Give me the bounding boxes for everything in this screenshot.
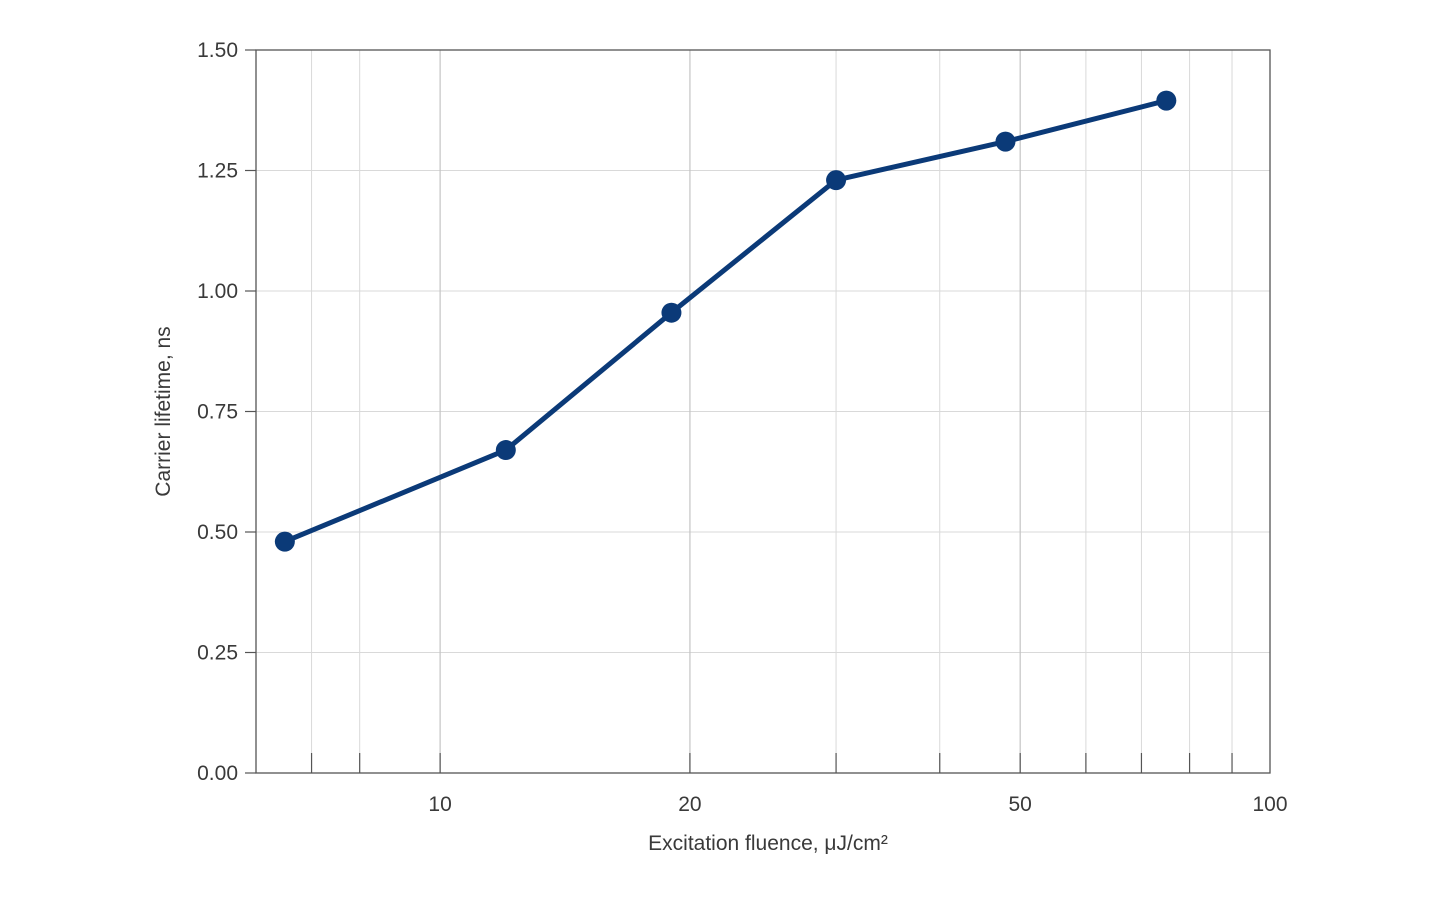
data-point <box>661 302 682 323</box>
x-tick-label: 50 <box>1008 793 1031 816</box>
y-tick-label: 0.50 <box>197 521 238 544</box>
y-tick-label: 1.25 <box>197 160 238 183</box>
x-axis-title: Excitation fluence, μJ/cm² <box>648 832 888 855</box>
y-axis-title: Carrier lifetime, ns <box>152 326 175 496</box>
series-line <box>282 98 1169 545</box>
data-point <box>995 131 1016 152</box>
x-tick-label: 20 <box>678 793 701 816</box>
data-point <box>826 170 847 191</box>
axis-ticks <box>245 49 1233 774</box>
y-tick-label: 0.00 <box>197 762 238 785</box>
x-tick-label: 100 <box>1252 793 1287 816</box>
grid <box>256 50 1270 773</box>
x-tick-label: 10 <box>428 793 451 816</box>
y-tick-label: 0.75 <box>197 401 238 424</box>
y-tick-label: 1.50 <box>197 39 238 62</box>
series <box>274 90 1177 552</box>
data-point <box>495 440 516 461</box>
y-tick-label: 1.00 <box>197 280 238 303</box>
tick-labels: 0.00 0.25 0.50 0.75 1.00 1.25 1.50 10 20 50 100 <box>197 39 1287 816</box>
y-tick-label: 0.25 <box>197 642 238 665</box>
data-point <box>1156 90 1177 111</box>
data-point <box>274 531 295 552</box>
